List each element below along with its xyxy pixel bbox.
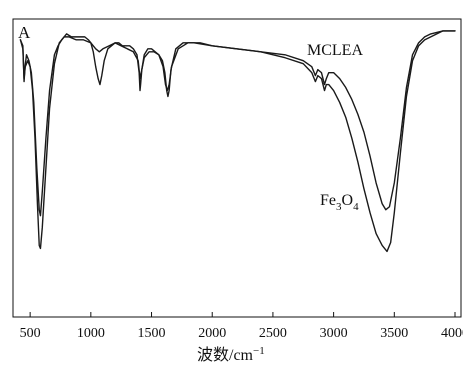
x-tick-label-3000: 3000 — [320, 326, 348, 341]
series-label-fe3o4-fe: Fe — [320, 192, 336, 209]
x-tick-label-1500: 1500 — [138, 326, 166, 341]
x-axis-ticks — [29, 312, 456, 317]
x-tick-label-2000: 2000 — [198, 326, 226, 341]
series-label-fe3o4-o: O — [342, 192, 354, 209]
x-axis-label-superscript: −1 — [253, 345, 265, 357]
x-axis-label-main: 波数/cm — [197, 346, 254, 364]
x-axis-tick-labels: 500 1000 1500 2000 2500 3000 3500 4000 — [20, 326, 463, 341]
series-label-fe3o4-sub-3: 3 — [336, 201, 342, 213]
series-layer — [19, 30, 456, 253]
x-tick-label-1000: 1000 — [77, 326, 105, 341]
panel-label: A — [18, 23, 31, 42]
series-line-mclea — [19, 30, 456, 217]
series-line-fe3o4 — [19, 30, 456, 253]
x-axis-label: 波数/cm−1 — [197, 345, 265, 364]
plot-frame — [12, 18, 462, 318]
x-tick-label-2500: 2500 — [259, 326, 287, 341]
series-label-fe3o4: Fe3O4 — [320, 192, 359, 213]
x-tick-label-3500: 3500 — [380, 326, 408, 341]
x-tick-label-4000: 4000 — [441, 326, 463, 341]
series-label-fe3o4-sub-4: 4 — [353, 201, 359, 213]
series-label-mclea: MCLEA — [307, 42, 363, 59]
x-tick-label-500: 500 — [20, 326, 41, 341]
